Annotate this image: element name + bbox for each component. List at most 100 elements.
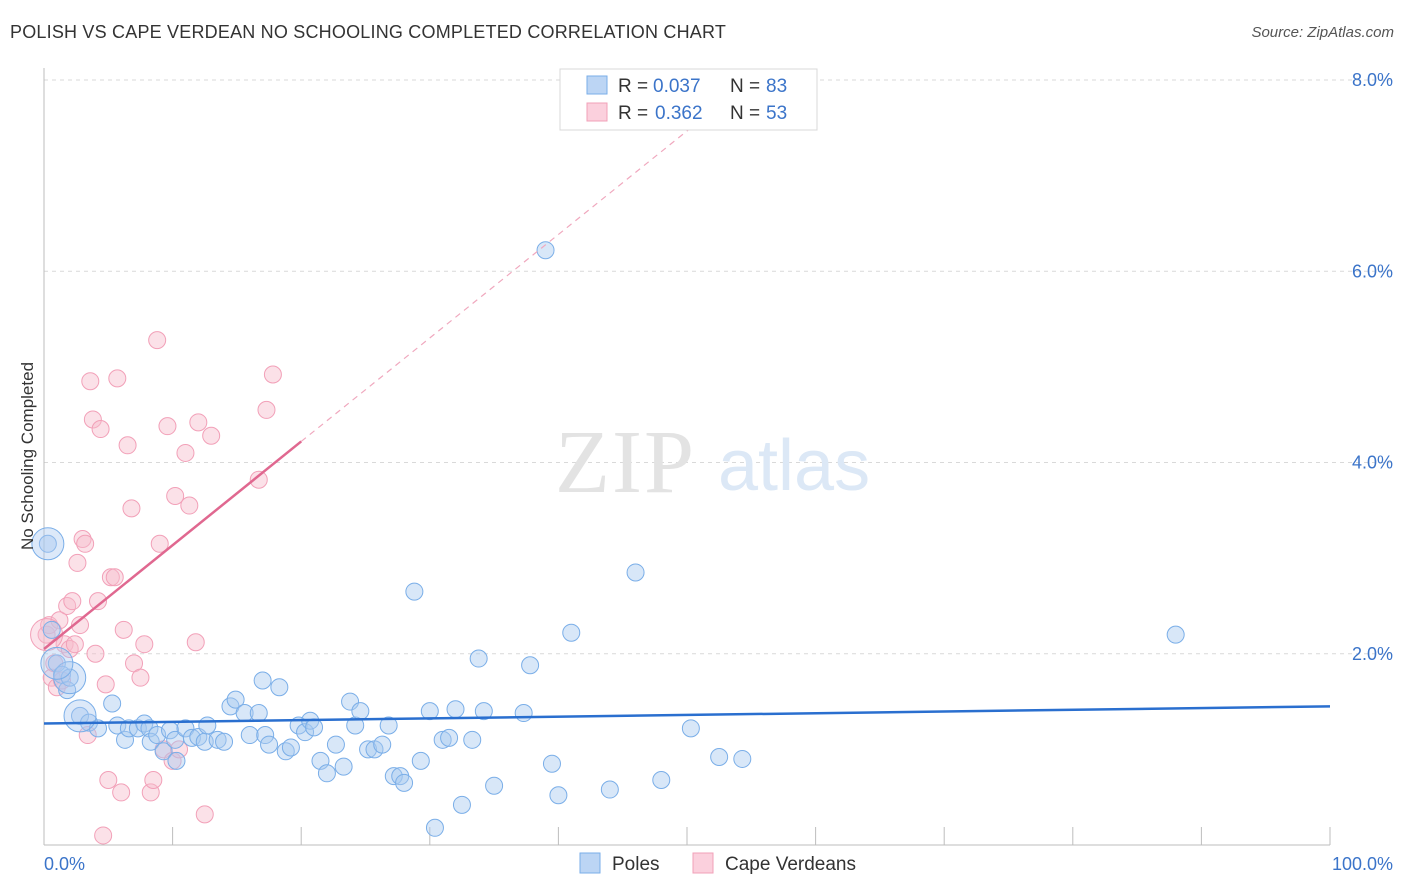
- cape-point-29: [114, 620, 133, 639]
- watermark: ZIP atlas: [555, 413, 870, 512]
- poles-point-75: [562, 623, 581, 642]
- poles-point-71: [521, 656, 540, 675]
- bottom-legend-poles: Poles: [612, 854, 660, 875]
- cape-point-45: [180, 496, 199, 515]
- poles-point-50: [351, 702, 370, 721]
- poles-point-55: [384, 767, 403, 786]
- poles-point-69: [485, 776, 504, 795]
- poles-point-15: [140, 719, 159, 738]
- poles-point-57: [395, 773, 414, 792]
- poles-point-2: [47, 654, 66, 673]
- chart-title: POLISH VS CAPE VERDEAN NO SCHOOLING COMP…: [10, 22, 727, 42]
- poles-point-45: [317, 764, 336, 783]
- bottom-legend-cape: Cape Verdeans: [725, 854, 856, 875]
- poles-big-point-1: [53, 661, 87, 695]
- poles-point-18: [154, 742, 173, 761]
- poles-point-76: [600, 780, 619, 799]
- cape-point-20: [89, 592, 108, 611]
- poles-point-54: [379, 716, 398, 735]
- cape-point-8: [58, 596, 77, 615]
- poles-point-64: [446, 700, 465, 719]
- axes: [43, 68, 1331, 846]
- legend-swatch-cape: [586, 102, 608, 122]
- cape-trend-line: [43, 440, 302, 650]
- cape-point-24: [99, 770, 118, 789]
- poles-point-30: [226, 690, 245, 709]
- cape-point-17: [81, 372, 100, 391]
- legend-n-label-1: N =: [730, 103, 760, 124]
- poles-point-46: [326, 735, 345, 754]
- cape-point-14: [73, 530, 92, 548]
- poles-point-68: [474, 702, 493, 721]
- poles-point-22: [176, 719, 195, 738]
- cape-point-27: [108, 369, 127, 388]
- poles-point-32: [240, 726, 259, 745]
- poles-point-81: [733, 749, 752, 768]
- cape-point-9: [60, 639, 79, 658]
- legend-swatch-poles: [586, 75, 608, 95]
- poles-point-62: [433, 730, 452, 749]
- bottom-legend-swatch-poles: [579, 852, 601, 874]
- cape-point-18: [83, 410, 102, 429]
- cape-point-37: [148, 331, 167, 350]
- cape-point-12: [68, 553, 87, 572]
- y-tick-label-2: 6.0%: [1352, 261, 1393, 281]
- poles-point-66: [463, 730, 482, 749]
- legend-n-label-0: N =: [730, 76, 760, 97]
- poles-point-6: [71, 706, 90, 725]
- grid-lines: [44, 79, 1393, 655]
- poles-points: [31, 241, 1185, 837]
- poles-point-11: [116, 730, 135, 749]
- cape-point-30: [118, 436, 137, 455]
- poles-point-73: [542, 754, 561, 773]
- poles-point-58: [405, 582, 424, 601]
- cape-point-34: [135, 635, 154, 654]
- poles-point-63: [440, 728, 459, 747]
- cape-point-46: [186, 633, 205, 652]
- poles-point-72: [536, 241, 555, 260]
- cape-point-38: [150, 534, 169, 553]
- poles-big-point-2: [63, 699, 97, 733]
- legend-r-label-0: R =: [618, 76, 648, 97]
- cape-point-15: [76, 534, 95, 553]
- legend-r-label-1: R =: [618, 103, 648, 124]
- poles-point-10: [108, 716, 127, 735]
- poles-point-5: [60, 668, 79, 687]
- poles-point-41: [296, 723, 315, 742]
- cape-point-43: [170, 740, 189, 759]
- cape-point-33: [131, 668, 150, 687]
- poles-point-28: [215, 732, 234, 751]
- cape-point-25: [101, 568, 120, 587]
- legend-r-value-0: 0.037: [653, 76, 701, 97]
- cape-point-41: [163, 751, 182, 770]
- poles-big-point-0: [31, 527, 65, 561]
- cape-point-21: [91, 420, 110, 439]
- poles-point-36: [260, 735, 279, 754]
- cape-point-7: [55, 635, 74, 654]
- poles-point-35: [256, 726, 275, 745]
- x-tick-label-max: 100.0%: [1332, 854, 1393, 874]
- cape-point-13: [71, 616, 90, 635]
- y-tick-label-0: 2.0%: [1352, 644, 1393, 664]
- poles-point-21: [167, 751, 186, 770]
- poles-point-47: [334, 757, 353, 776]
- poles-point-65: [452, 795, 471, 814]
- legend-n-value-1: 53: [766, 103, 787, 124]
- cape-point-48: [195, 805, 214, 824]
- poles-point-49: [346, 716, 365, 735]
- poles-point-74: [549, 786, 568, 805]
- cape-point-23: [96, 675, 115, 694]
- legend-top: R = 0.037 N = 83 R = 0.362 N = 53: [559, 68, 818, 131]
- poles-point-78: [652, 770, 671, 789]
- poles-point-27: [208, 730, 227, 749]
- cape-point-31: [122, 499, 141, 518]
- poles-point-0: [38, 534, 57, 553]
- cape-point-28: [112, 783, 131, 802]
- y-axis-label: No Schooling Completed: [18, 362, 37, 550]
- poles-point-70: [514, 704, 533, 723]
- poles-point-37: [270, 678, 289, 697]
- cape-point-11: [65, 635, 84, 654]
- legend-r-value-1: 0.362: [655, 103, 703, 124]
- cape-point-10: [63, 592, 82, 611]
